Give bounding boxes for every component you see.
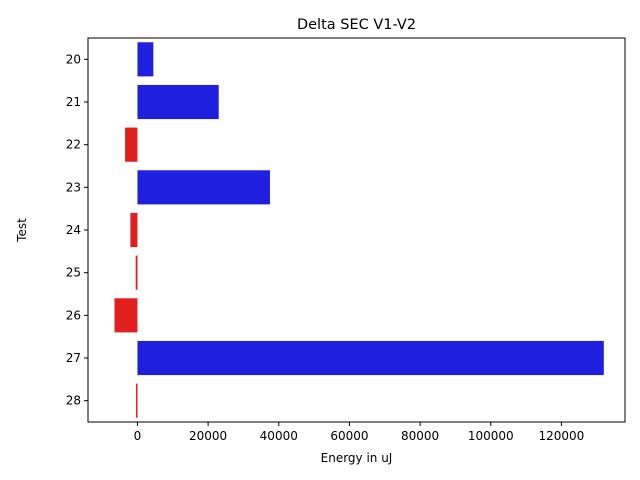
chart-title: Delta SEC V1-V2	[297, 17, 416, 33]
y-tick-label-28: 28	[66, 394, 81, 408]
y-axis-label: Test	[15, 218, 29, 243]
bar-22	[125, 127, 138, 162]
y-tick-label-22: 22	[66, 138, 81, 152]
x-axis: 0 20000 40000 60000 80000 100000 120000	[134, 422, 585, 443]
bar-20	[137, 42, 154, 77]
y-axis: 20 21 22 23 24 25 26 27 28	[66, 52, 88, 408]
x-tick-label-0: 0	[134, 429, 142, 443]
y-tick-label-27: 27	[66, 351, 81, 365]
y-tick-label-26: 26	[66, 308, 81, 322]
bar-26	[114, 298, 138, 333]
x-tick-label-100000: 100000	[468, 429, 514, 443]
bars-group	[114, 42, 604, 418]
y-tick-label-20: 20	[66, 52, 81, 66]
bar-27	[137, 340, 604, 376]
bar-25	[135, 255, 138, 290]
y-tick-label-24: 24	[66, 223, 81, 237]
x-axis-label: Energy in uJ	[321, 451, 393, 465]
y-tick-label-23: 23	[66, 180, 81, 194]
x-tick-label-60000: 60000	[330, 429, 368, 443]
y-tick-label-21: 21	[66, 95, 81, 109]
bar-23	[137, 170, 270, 205]
x-tick-label-80000: 80000	[401, 429, 439, 443]
x-tick-label-40000: 40000	[260, 429, 298, 443]
x-tick-label-20000: 20000	[189, 429, 227, 443]
bar-21	[137, 84, 219, 120]
bar-28	[136, 383, 138, 418]
y-tick-label-25: 25	[66, 266, 81, 280]
x-tick-label-120000: 120000	[539, 429, 585, 443]
bar-24	[130, 212, 138, 248]
